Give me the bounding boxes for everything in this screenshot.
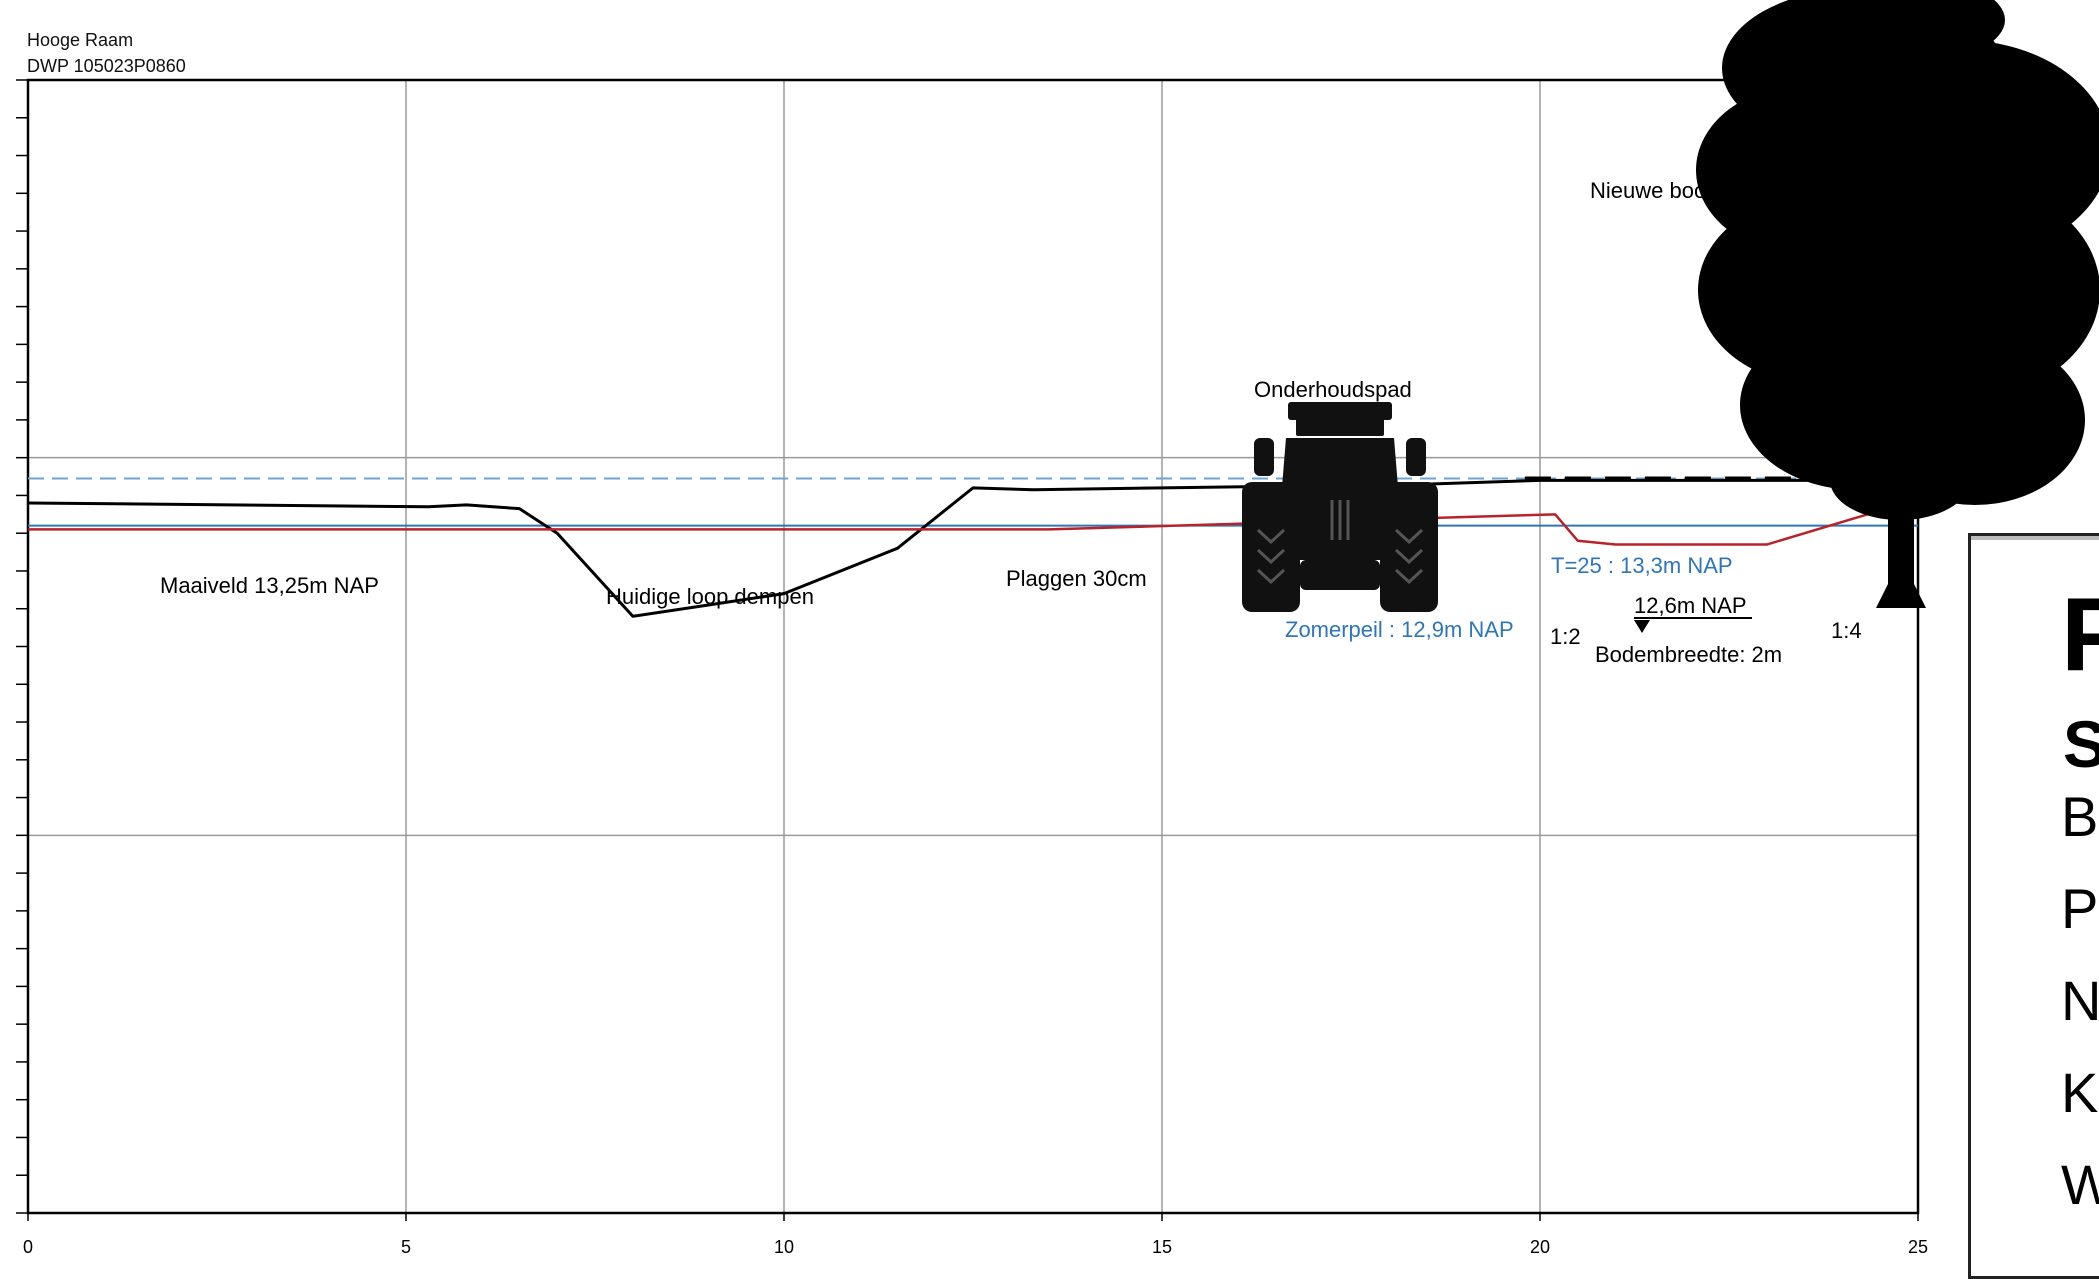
zomerpeil-label: Zomerpeil : 12,9m NAP: [1285, 617, 1514, 642]
onderhoudspad-label: Onderhoudspad: [1254, 377, 1412, 402]
new-profile-line: [28, 509, 1918, 546]
title-block-title: P: [2061, 577, 2099, 693]
nieuwe-boom-label: Nieuwe boom: [1590, 178, 1725, 203]
title-block-row: Bo: [2061, 785, 2099, 848]
title-block-row: Pr: [2061, 877, 2099, 940]
bottom-width-label: Bodembreedte: 2m: [1595, 642, 1782, 667]
title-block-row: Ka: [2061, 1061, 2099, 1124]
slope-right-label: 1:4: [1831, 618, 1862, 643]
tractor-icon: [1242, 402, 1438, 612]
grid: 0 5 10 15 20 25: [16, 78, 1928, 1257]
plot-frame: [26, 78, 1920, 1215]
plaggen-label: Plaggen 30cm: [1006, 566, 1147, 591]
profile-id: DWP 105023P0860: [27, 56, 186, 76]
x-tick-label: 25: [1908, 1237, 1928, 1257]
water-level-marker-icon: [1634, 617, 1752, 633]
maaiveld-label: Maaiveld 13,25m NAP: [160, 573, 379, 598]
x-tick-label: 5: [401, 1237, 411, 1257]
x-tick-label: 20: [1530, 1237, 1550, 1257]
drawing-header: Hooge Raam DWP 105023P0860: [27, 27, 186, 79]
title-block-row: W: [2061, 1153, 2099, 1216]
title-block: P S Bo Pr N Ka W: [1968, 533, 2099, 1279]
title-block-subtitle: S: [2063, 707, 2099, 781]
project-name: Hooge Raam: [27, 30, 134, 50]
huidige-loop-label: Huidige loop dempen: [606, 584, 814, 609]
tree-icon: [1696, 0, 2099, 608]
title-block-row: N: [2061, 969, 2099, 1032]
x-tick-label: 15: [1152, 1237, 1172, 1257]
x-tick-label: 10: [774, 1237, 794, 1257]
x-tick-label: 0: [23, 1237, 33, 1257]
t25-label: T=25 : 13,3m NAP: [1551, 553, 1733, 578]
bottom-level-label: 12,6m NAP: [1634, 593, 1747, 618]
reference-lines: [28, 476, 1918, 527]
slope-left-label: 1:2: [1550, 624, 1581, 649]
annotations: Maaiveld 13,25m NAP Huidige loop dempen …: [160, 178, 1862, 667]
